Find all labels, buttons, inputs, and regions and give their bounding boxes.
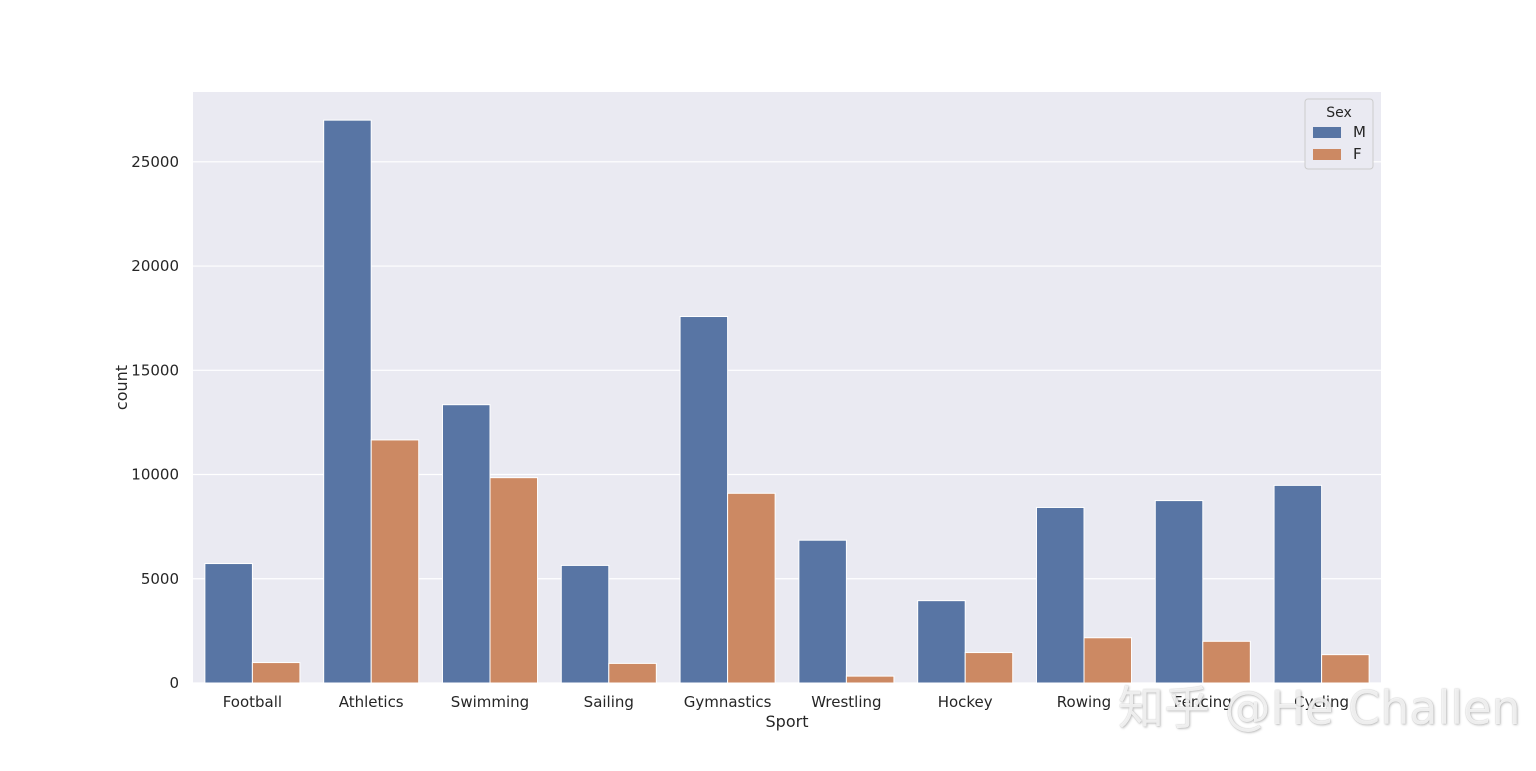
bar-m-rowing — [1035, 506, 1085, 684]
bar-m-gymnastics — [679, 316, 729, 684]
y-tick-label: 10000 — [131, 466, 179, 484]
y-tick-label: 20000 — [131, 257, 179, 275]
legend-label-m: M — [1353, 123, 1366, 141]
y-tick-label: 0 — [169, 674, 179, 692]
x-tick-label: Wrestling — [811, 693, 881, 711]
bar-m-wrestling — [798, 539, 847, 684]
bar-m-sailing — [560, 564, 610, 684]
y-tick-label: 25000 — [131, 153, 179, 171]
bar-f-wrestling — [845, 675, 895, 684]
legend-swatch-f — [1313, 149, 1341, 160]
x-axis-label: Sport — [766, 712, 809, 731]
bar-m-hockey — [917, 600, 966, 684]
bar-f-fencing — [1202, 640, 1251, 684]
y-tick-labels: 0 5000 10000 15000 20000 25000 — [131, 153, 179, 692]
x-tick-label: Rowing — [1057, 693, 1111, 711]
legend: Sex MF — [1304, 98, 1374, 170]
y-axis-label: count — [112, 365, 131, 410]
bar-m-athletics — [323, 119, 372, 684]
x-tick-label: Athletics — [339, 693, 404, 711]
x-tick-label: Football — [223, 693, 282, 711]
bar-f-sailing — [608, 662, 657, 684]
bar-m-swimming — [441, 404, 491, 684]
bar-f-football — [251, 662, 301, 684]
bar-f-swimming — [489, 477, 539, 684]
legend-items: MF — [1313, 123, 1366, 163]
legend-label-f: F — [1353, 145, 1362, 163]
bar-m-fencing — [1154, 500, 1204, 684]
y-tick-label: 15000 — [131, 361, 179, 379]
bar-m-cycling — [1273, 484, 1323, 684]
bar-f-hockey — [964, 652, 1014, 684]
watermark-text: 知乎 @He Challen — [1118, 681, 1521, 735]
bar-f-rowing — [1083, 637, 1133, 684]
x-tick-labels: Football Athletics Swimming Sailing Gymnasti… — [223, 693, 1349, 711]
bar-f-gymnastics — [727, 492, 776, 684]
y-tick-label: 5000 — [141, 570, 179, 588]
x-tick-label: Hockey — [938, 693, 993, 711]
x-tick-label: Gymnastics — [684, 693, 772, 711]
x-tick-label: Swimming — [451, 693, 529, 711]
legend-swatch-m — [1313, 127, 1341, 138]
x-tick-label: Fencing — [1174, 693, 1232, 711]
bar-f-cycling — [1321, 654, 1370, 684]
bar-m-football — [204, 563, 253, 684]
x-tick-label: Cycling — [1294, 693, 1349, 711]
x-tick-label: Sailing — [584, 693, 634, 711]
legend-title: Sex — [1326, 105, 1352, 121]
bar-f-athletics — [370, 439, 420, 684]
bars — [204, 119, 1370, 684]
